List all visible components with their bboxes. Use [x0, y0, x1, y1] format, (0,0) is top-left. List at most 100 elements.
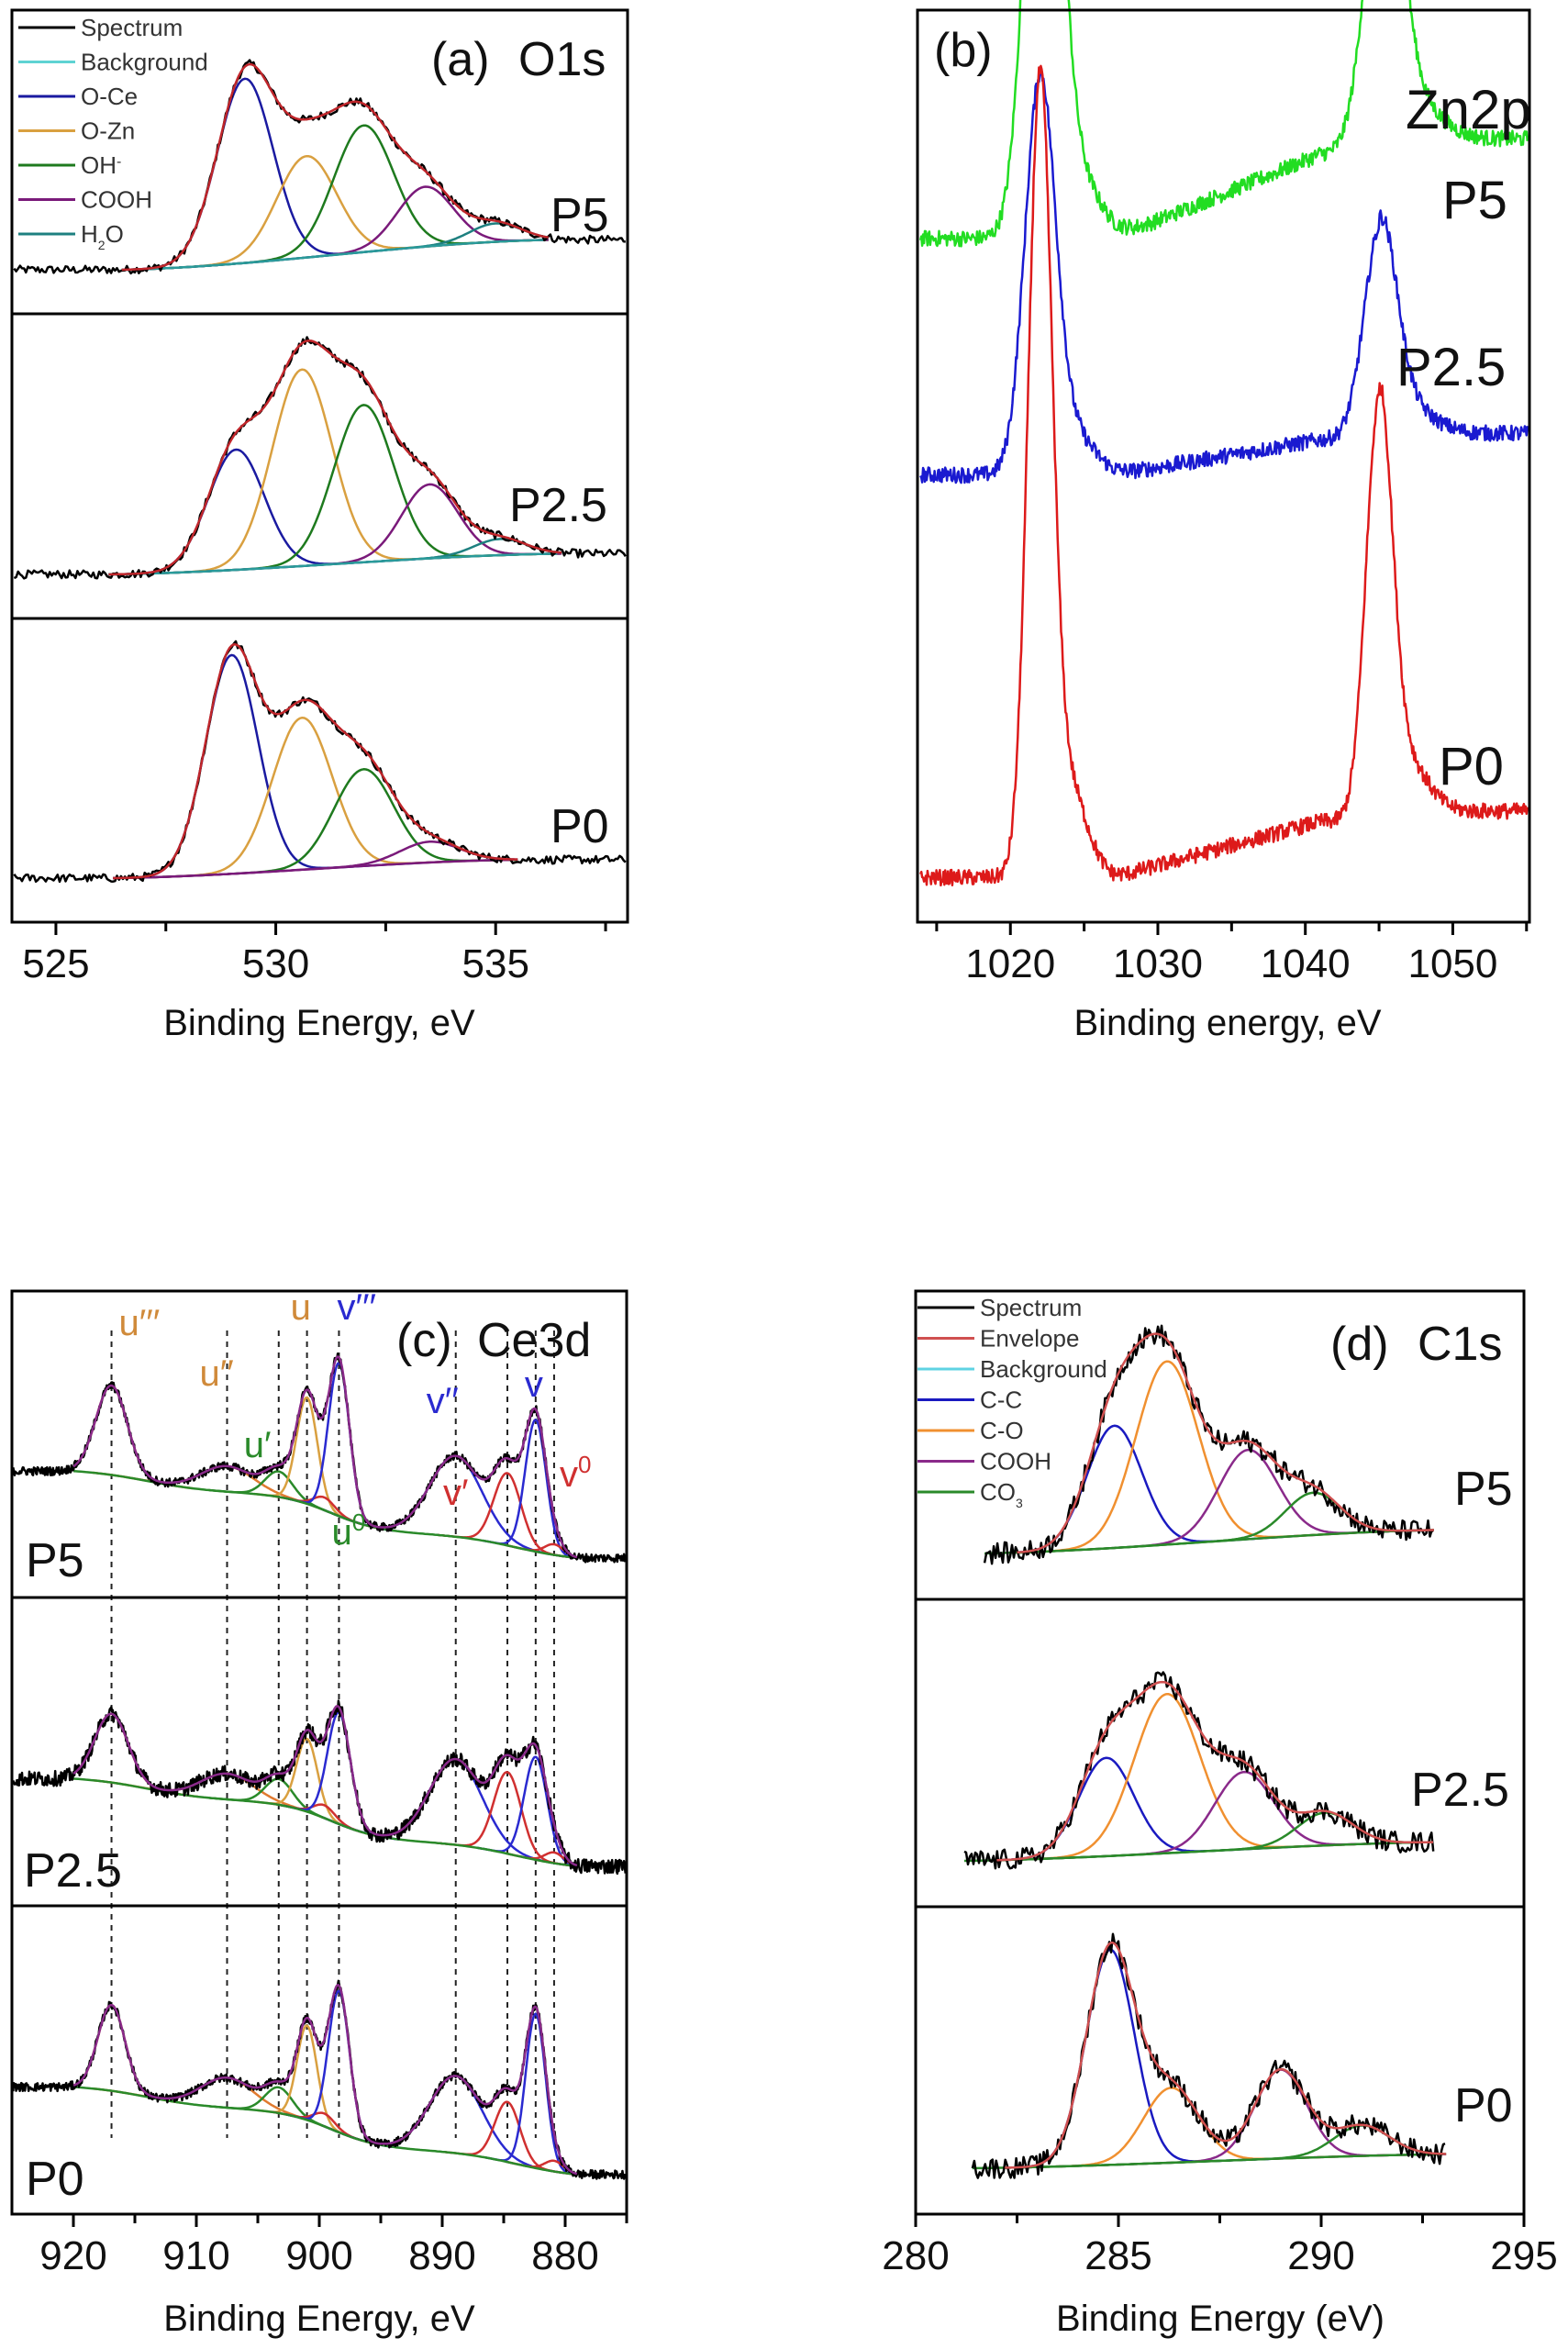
legend-label: COOH — [81, 186, 152, 214]
x-tick-label: 880 — [531, 2233, 598, 2278]
legend-label: OH- — [81, 151, 121, 179]
background-line — [72, 1777, 575, 1867]
spectrum-line — [13, 336, 627, 580]
background-line — [121, 239, 544, 272]
x-tick-label: 285 — [1084, 2233, 1151, 2278]
spectrum-line — [13, 640, 627, 884]
panel-ce3d: 920 910 900 890 880 u′′′ u′′ u′ u u0 v′′′ v′′ v′ v v0… — [10, 1287, 628, 2339]
background-line — [984, 1529, 1431, 1555]
x-tick-label: 295 — [1490, 2233, 1557, 2278]
o1s-row-P0 — [13, 640, 627, 884]
legend-label: O-Ce — [81, 83, 138, 110]
c1s-row-P0 — [971, 1932, 1447, 2179]
o1s-sample-label: P5 — [550, 189, 609, 242]
zn2p-sample-label: P5 — [1442, 171, 1507, 230]
c1s-sample-label: P5 — [1454, 1463, 1513, 1516]
legend-label: C-C — [980, 1386, 1022, 1414]
legend-label: Spectrum — [81, 14, 183, 41]
spectrum-line — [12, 1699, 627, 1876]
peak-label: u′′ — [200, 1353, 234, 1394]
o1s-x-axis-title: Binding Energy, eV — [163, 1003, 475, 1043]
ce3d-x-axis-title: Binding Energy, eV — [163, 2299, 475, 2339]
o1s-row-P2.5 — [13, 336, 627, 580]
envelope-line — [121, 62, 549, 272]
ce3d-peak-labels: u′′′ u′′ u′ u u0 v′′′ v′′ v′ v v0 — [119, 1287, 592, 1553]
ce3d-sample-label: P5 — [26, 1534, 84, 1587]
envelope-line — [996, 1680, 1433, 1862]
legend-label: COOH — [980, 1448, 1051, 1475]
panel-zn2p: 1020 1030 1040 1050 (b) Zn2p P5 P2.5 P0 Bin… — [916, 0, 1531, 1043]
component-H2O — [108, 538, 562, 576]
legend-label: CO3 — [980, 1478, 1023, 1510]
x-tick-label: 530 — [242, 941, 309, 986]
o1s-legend: Spectrum Background O-Ce O-Zn OH- COOH H2O — [18, 14, 208, 252]
zn2p-sample-label: P2.5 — [1396, 338, 1506, 397]
component-C-C — [1005, 1948, 1447, 2169]
background-line — [972, 2153, 1443, 2170]
peak-label: v′′′ — [337, 1287, 376, 1328]
component-COOH — [996, 1770, 1434, 1862]
x-tick-label: 1020 — [965, 941, 1055, 986]
o1s-frame — [10, 8, 629, 924]
o1s-plot-area — [13, 59, 627, 884]
x-tick-label: 290 — [1287, 2233, 1354, 2278]
x-tick-label: 280 — [882, 2233, 949, 2278]
peak-label: u′ — [244, 1425, 272, 1465]
legend-label: Spectrum — [980, 1294, 1082, 1321]
x-tick-label: 535 — [462, 941, 529, 986]
peak-label: u0 — [331, 1508, 365, 1553]
ce3d-x-ticks: 920 910 900 890 880 — [39, 2214, 628, 2278]
component-COOH — [121, 185, 549, 272]
envelope-line — [113, 643, 518, 880]
zn2p-x-axis-title: Binding energy, eV — [1073, 1003, 1381, 1043]
o1s-sample-label: P2.5 — [509, 479, 607, 532]
envelope-line — [72, 1983, 578, 2176]
ce3d-title: Ce3d — [477, 1314, 591, 1367]
x-tick-label: 910 — [162, 2233, 229, 2278]
ce3d-row-P0 — [12, 1979, 627, 2180]
series-P2.5 — [919, 68, 1529, 484]
envelope-line — [1017, 1332, 1434, 1554]
x-tick-label: 1050 — [1407, 941, 1497, 986]
legend-label: O-Zn — [81, 117, 135, 145]
peak-label: v — [525, 1364, 543, 1405]
peak-label: v0 — [560, 1451, 591, 1495]
envelope-line — [1005, 1941, 1447, 2169]
peak-label: u′′′ — [119, 1303, 161, 1343]
x-tick-label: 890 — [408, 2233, 475, 2278]
envelope-line — [108, 340, 562, 576]
zn2p-title: Zn2p — [1406, 79, 1531, 140]
ce3d-row-P5 — [12, 1352, 627, 1564]
x-tick-label: 525 — [22, 941, 89, 986]
zn2p-sample-label: P0 — [1439, 737, 1504, 796]
c1s-x-ticks: 280 285 290 295 — [882, 2214, 1558, 2278]
c1s-title: C1s — [1418, 1318, 1502, 1371]
spectrum-line — [963, 1671, 1435, 1870]
x-tick-label: 1040 — [1261, 941, 1351, 986]
c1s-panel-label: (d) — [1330, 1318, 1389, 1371]
x-tick-label: 1030 — [1113, 941, 1203, 986]
series-P5 — [918, 0, 1529, 248]
envelope-line — [72, 1355, 578, 1559]
x-tick-label: 920 — [39, 2233, 106, 2278]
panel-o1s: 525 530 535 Spectrum Background O-Ce O-Zn OH- C… — [10, 8, 629, 1043]
ce3d-row-P2.5 — [12, 1699, 627, 1876]
c1s-plot-area — [963, 1324, 1447, 2179]
component-O-Zn — [113, 716, 518, 880]
o1s-x-ticks: 525 530 535 — [22, 922, 607, 986]
c1s-row-P2.5 — [963, 1671, 1435, 1870]
c1s-sample-label: P0 — [1454, 2079, 1513, 2132]
envelope-line — [72, 1705, 578, 1867]
legend-label: Background — [980, 1355, 1107, 1383]
background-line — [108, 552, 558, 576]
peak-label: u — [291, 1287, 311, 1328]
legend-label: Background — [81, 49, 208, 76]
ce3d-sample-label: P0 — [26, 2153, 84, 2206]
c1s-x-axis-title: Binding Energy (eV) — [1056, 2299, 1385, 2339]
ce3d-plot-area — [12, 1352, 627, 2180]
spectrum-line — [983, 1324, 1434, 1565]
zn2p-x-ticks: 1020 1030 1040 1050 — [935, 922, 1529, 986]
